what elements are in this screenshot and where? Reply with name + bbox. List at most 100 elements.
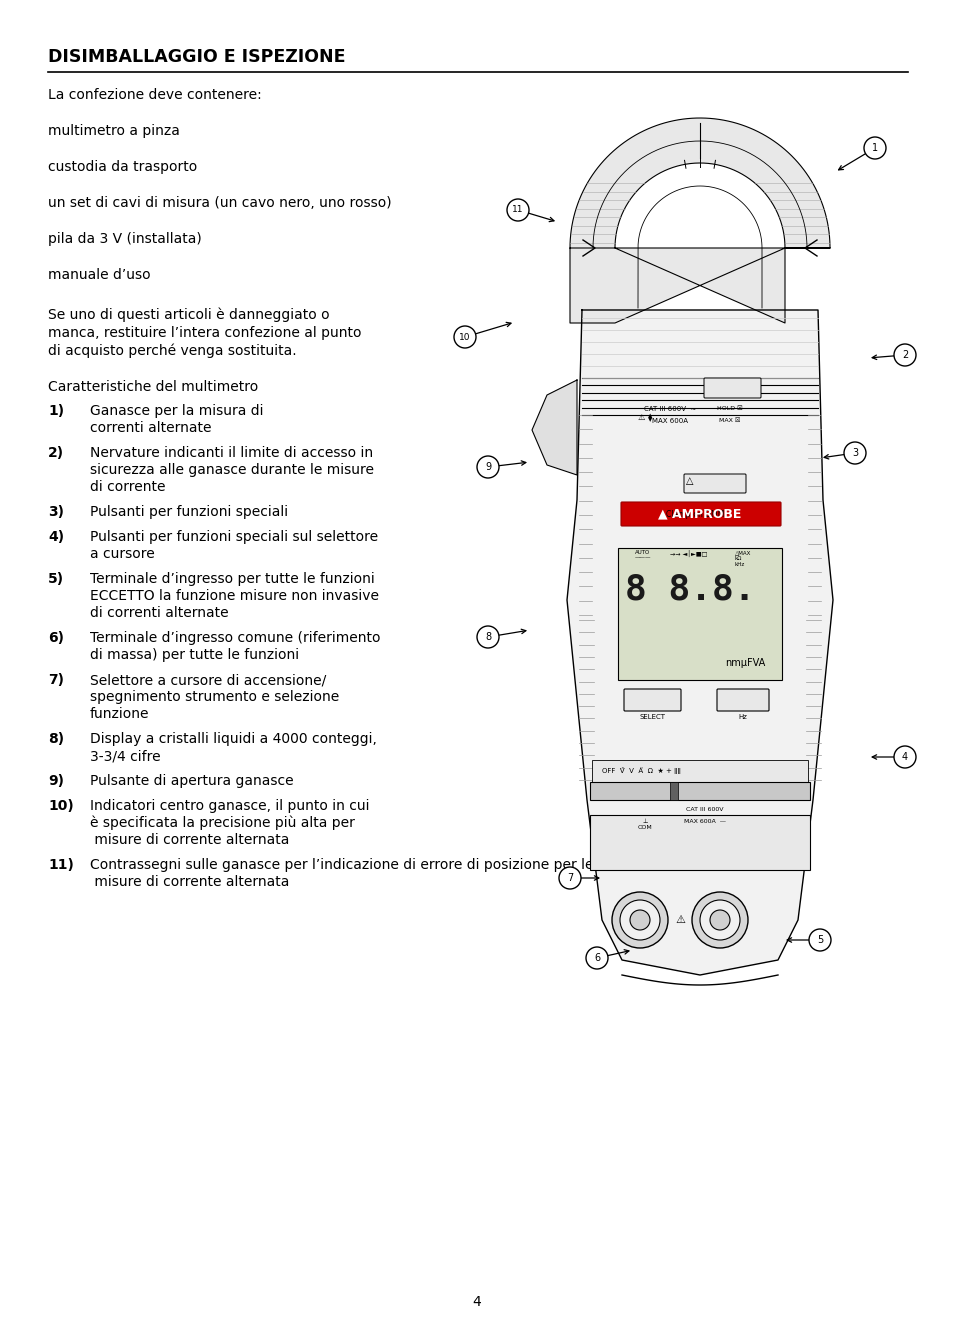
Text: 1): 1)	[48, 404, 64, 418]
Circle shape	[454, 326, 476, 348]
Text: funzione: funzione	[90, 707, 150, 721]
Text: 7: 7	[566, 872, 573, 883]
Circle shape	[709, 910, 729, 930]
Text: spegnimento strumento e selezione: spegnimento strumento e selezione	[90, 690, 339, 705]
Text: 5): 5)	[48, 571, 64, 586]
Text: di acquisto perché venga sostituita.: di acquisto perché venga sostituita.	[48, 344, 296, 358]
Text: Pulsanti per funzioni speciali sul selettore: Pulsanti per funzioni speciali sul selet…	[90, 530, 377, 543]
Circle shape	[893, 746, 915, 769]
Text: Pulsanti per funzioni speciali: Pulsanti per funzioni speciali	[90, 505, 288, 519]
Text: △: △	[685, 476, 693, 486]
Text: SELECT: SELECT	[639, 714, 665, 721]
Text: →→ ◄│►■□: →→ ◄│►■□	[669, 550, 707, 557]
Text: custodia da trasporto: custodia da trasporto	[48, 160, 197, 174]
Text: CAT III 600V: CAT III 600V	[685, 807, 723, 813]
Text: un set di cavi di misura (un cavo nero, uno rosso): un set di cavi di misura (un cavo nero, …	[48, 196, 392, 210]
Bar	[589, 782, 809, 801]
Text: 2): 2)	[48, 446, 64, 460]
Text: Terminale d’ingresso comune (riferimento: Terminale d’ingresso comune (riferimento	[90, 631, 380, 645]
Text: 9: 9	[484, 462, 491, 472]
Circle shape	[558, 867, 580, 888]
Text: manca, restituire l’intera confezione al punto: manca, restituire l’intera confezione al…	[48, 326, 361, 340]
Text: DISIMBALLAGGIO E ISPEZIONE: DISIMBALLAGGIO E ISPEZIONE	[48, 48, 345, 67]
FancyBboxPatch shape	[618, 547, 781, 681]
Text: OFF  Ṽ  V  Ã  Ω  ★ + ǁǁ: OFF Ṽ V Ã Ω ★ + ǁǁ	[601, 767, 680, 774]
FancyBboxPatch shape	[623, 689, 680, 711]
Text: Hz: Hz	[738, 714, 746, 721]
Text: multimetro a pinza: multimetro a pinza	[48, 124, 180, 139]
Text: La confezione deve contenere:: La confezione deve contenere:	[48, 88, 261, 103]
Text: 4: 4	[472, 1295, 481, 1309]
Circle shape	[893, 344, 915, 366]
Text: misure di corrente alternata: misure di corrente alternata	[90, 832, 289, 847]
Text: di correnti alternate: di correnti alternate	[90, 606, 229, 619]
Text: Caratteristiche del multimetro: Caratteristiche del multimetro	[48, 380, 258, 394]
Text: 8): 8)	[48, 733, 64, 746]
Circle shape	[700, 900, 740, 940]
Text: 3: 3	[851, 448, 857, 458]
Circle shape	[843, 442, 865, 464]
Circle shape	[619, 900, 659, 940]
Text: 11: 11	[512, 205, 523, 214]
Text: nmμFVA: nmμFVA	[724, 658, 764, 669]
Text: ECCETTO la funzione misure non invasive: ECCETTO la funzione misure non invasive	[90, 589, 378, 603]
Text: Selettore a cursore di accensione/: Selettore a cursore di accensione/	[90, 673, 326, 687]
Text: a cursore: a cursore	[90, 547, 154, 561]
Text: 2: 2	[901, 350, 907, 360]
Text: Se uno di questi articoli è danneggiato o: Se uno di questi articoli è danneggiato …	[48, 308, 330, 322]
Text: di corrente: di corrente	[90, 480, 165, 494]
Circle shape	[476, 456, 498, 478]
Text: 8: 8	[484, 631, 491, 642]
Text: ⚠: ⚠	[675, 915, 684, 924]
Text: Indicatori centro ganasce, il punto in cui: Indicatori centro ganasce, il punto in c…	[90, 799, 369, 813]
Text: CAT III 600V  ∼: CAT III 600V ∼	[643, 406, 696, 412]
Polygon shape	[532, 380, 577, 476]
Text: MAX 600A: MAX 600A	[651, 418, 687, 424]
Text: Ganasce per la misura di: Ganasce per la misura di	[90, 404, 263, 418]
Text: ⚠ ⧫: ⚠ ⧫	[638, 413, 652, 422]
Text: AUTO
———: AUTO ———	[635, 550, 651, 561]
Circle shape	[612, 892, 667, 948]
Text: Display a cristalli liquidi a 4000 conteggi,: Display a cristalli liquidi a 4000 conte…	[90, 733, 376, 746]
Circle shape	[506, 198, 529, 221]
Text: MAX 600Ã  —: MAX 600Ã —	[683, 819, 725, 825]
Circle shape	[808, 928, 830, 951]
Text: manuale d’uso: manuale d’uso	[48, 268, 151, 282]
Text: Terminale d’ingresso per tutte le funzioni: Terminale d’ingresso per tutte le funzio…	[90, 571, 375, 586]
Text: Clamp-on DMM: Clamp-on DMM	[665, 510, 723, 519]
Circle shape	[691, 892, 747, 948]
Text: 3-3/4 cifre: 3-3/4 cifre	[90, 749, 160, 763]
Bar	[592, 761, 807, 782]
Text: 6): 6)	[48, 631, 64, 645]
Circle shape	[585, 947, 607, 968]
Text: 4): 4)	[48, 530, 64, 543]
Text: correnti alternate: correnti alternate	[90, 421, 212, 436]
Text: di massa) per tutte le funzioni: di massa) per tutte le funzioni	[90, 647, 299, 662]
FancyBboxPatch shape	[683, 474, 745, 493]
FancyBboxPatch shape	[703, 378, 760, 398]
Text: è specificata la precisione più alta per: è specificata la precisione più alta per	[90, 817, 355, 830]
Circle shape	[476, 626, 498, 647]
Text: ⊥
COM: ⊥ COM	[637, 819, 652, 830]
Bar	[669, 782, 678, 801]
Text: 3): 3)	[48, 505, 64, 519]
Text: 10: 10	[458, 333, 470, 341]
Text: misure di corrente alternata: misure di corrente alternata	[90, 875, 289, 888]
Text: HOLD ☒: HOLD ☒	[717, 406, 742, 412]
Polygon shape	[569, 119, 829, 322]
Text: Nervature indicanti il limite di accesso in: Nervature indicanti il limite di accesso…	[90, 446, 373, 460]
Text: 6: 6	[594, 952, 599, 963]
Text: 11): 11)	[48, 858, 73, 872]
Text: 9): 9)	[48, 774, 64, 789]
Circle shape	[863, 137, 885, 159]
Text: Contrassegni sulle ganasce per l’indicazione di errore di posizione per le: Contrassegni sulle ganasce per l’indicaz…	[90, 858, 593, 872]
Polygon shape	[566, 310, 832, 975]
Text: 10): 10)	[48, 799, 73, 813]
Text: 5: 5	[816, 935, 822, 944]
Text: 8 8.8.: 8 8.8.	[624, 573, 755, 607]
Text: △MAX
kΩ
kHz: △MAX kΩ kHz	[734, 550, 751, 566]
Text: sicurezza alle ganasce durante le misure: sicurezza alle ganasce durante le misure	[90, 464, 374, 477]
Text: Pulsante di apertura ganasce: Pulsante di apertura ganasce	[90, 774, 294, 789]
Text: MAX ☒: MAX ☒	[719, 418, 740, 424]
Text: 4: 4	[901, 753, 907, 762]
